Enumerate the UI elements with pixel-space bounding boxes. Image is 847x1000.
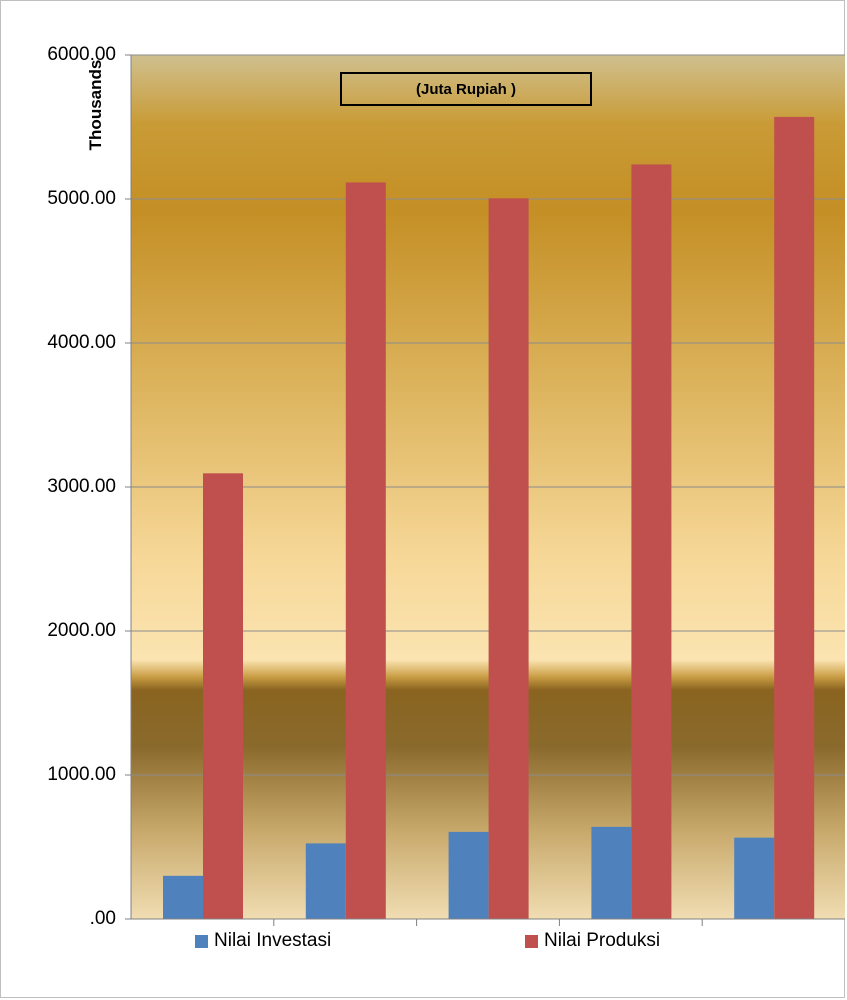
legend-label-investasi: Nilai Investasi [214, 930, 332, 951]
legend: Nilai Investasi Nilai Produksi [0, 930, 847, 960]
bar-produksi-3 [488, 198, 529, 919]
bar-investasi-3 [448, 831, 489, 919]
y-tick-label: 2000.00 [47, 620, 116, 641]
axes [125, 54, 845, 926]
y-tick-label: .00 [89, 908, 116, 929]
bar-investasi-4 [591, 826, 632, 919]
legend-swatch-investasi [195, 934, 208, 948]
bar-produksi-5 [774, 116, 815, 920]
y-tick-label: 5000.00 [47, 188, 116, 209]
y-tick-label: 6000.00 [47, 44, 116, 65]
bar-produksi-1 [203, 473, 243, 919]
bar-investasi-1 [163, 875, 203, 919]
y-tick-label: 1000.00 [47, 764, 116, 785]
legend-label-produksi: Nilai Produksi [544, 930, 661, 951]
legend-swatch-produksi [525, 934, 538, 948]
bar-investasi-5 [734, 837, 775, 919]
y-tick-label: 3000.00 [47, 476, 116, 497]
bars [163, 116, 815, 920]
bar-produksi-4 [631, 164, 672, 919]
y-tick-label: 4000.00 [47, 332, 116, 353]
legend-item-produksi: Nilai Produksi [525, 930, 660, 952]
unit-annotation: (Juta Rupiah ) [340, 72, 592, 106]
gridlines [131, 54, 845, 776]
legend-item-investasi: Nilai Investasi [195, 930, 331, 952]
bar-produksi-2 [345, 182, 386, 919]
bar-investasi-2 [305, 843, 346, 919]
